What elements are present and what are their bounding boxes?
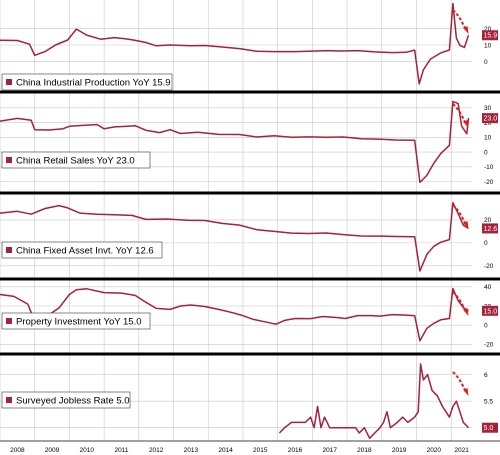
last-value-label: 15.9 [484,33,498,40]
y-tick-label: 20 [484,217,492,224]
legend-box [1,73,173,91]
x-tick-label: 2008 [10,447,25,454]
legend-swatch [6,397,12,403]
panel-separator [0,191,500,195]
legend-box [1,241,163,259]
legend-label: China Fixed Asset Invt. YoY 12.6 [16,246,154,257]
y-tick-label: 0 [484,240,488,247]
last-value-label: 23.0 [484,116,498,123]
series-line [0,2,470,85]
x-tick-label: 2010 [80,447,95,454]
y-tick-label: 10 [484,42,492,49]
last-value-tag [482,223,498,234]
series-line [0,100,470,184]
legend-label: China Industrial Production YoY 15.9 [16,78,171,89]
panel-separator [0,352,500,356]
legend-box [1,391,131,409]
y-tick-label: 20 [484,26,492,33]
trend-arrowhead [463,26,469,34]
last-value-label: 15.0 [484,308,498,315]
chart-panel: 30 20 10 0 -10 -20 23.0 China Retail Sales YoY … [0,100,498,186]
trend-arrowhead [463,308,469,316]
y-tick-label: 0 [484,59,488,66]
trend-arrowhead [463,120,469,128]
x-tick-label: 2009 [45,447,60,454]
trend-arrow [452,371,467,393]
series-line [0,287,469,342]
legend-label: Property Investment YoY 15.0 [16,317,142,328]
x-tick-label: 2012 [149,447,164,454]
x-tick-label: 2019 [392,447,407,454]
y-tick-label: 10 [484,135,492,142]
x-tick-label: 2011 [114,447,128,454]
chart-panel: 0 10 2015.9 China Industrial Production YoY… [0,2,498,91]
y-tick-label: 0 [484,149,488,156]
x-tick-label: 2014 [218,447,233,454]
legend-swatch [6,157,12,163]
legend-swatch [6,79,12,85]
x-tick-label: 2015 [253,447,268,454]
last-value-tag [482,113,498,124]
x-tick-label: 2020 [427,447,442,454]
x-tick-label: 2016 [288,447,303,454]
y-tick-label: 6 [484,372,488,379]
trend-arrowhead [463,221,469,229]
trend-arrowhead [463,388,469,396]
last-value-tag [482,305,498,316]
series-line [0,201,469,272]
last-value-tag [482,422,498,433]
legend-box [1,312,151,330]
y-tick-label: -20 [484,263,494,270]
y-tick-label: 20 [484,120,492,127]
last-value-label: 5.0 [484,425,494,432]
panel-separator [0,90,500,94]
series-line [278,363,470,440]
x-tick-label: 2018 [357,447,372,454]
legend-box [1,151,151,169]
y-tick-label: 5.5 [484,398,493,405]
x-tick-label: 2013 [184,447,199,454]
y-tick-label: -20 [484,179,494,186]
legend-swatch [6,318,12,324]
chart-panel: 20 0 -20 12.6 China Fixed Asset Invt. YoY 12… [0,201,498,272]
last-value-label: 12.6 [484,226,498,233]
y-tick-label: 30 [484,105,492,112]
y-tick-label: -20 [484,342,494,349]
legend-label: Surveyed Jobless Rate 5.0 [16,396,130,407]
last-value-tag [482,30,498,41]
panel-separator [0,277,500,281]
y-tick-label: -10 [484,164,494,171]
legend-swatch [6,247,12,253]
y-tick-label: 0 [484,322,488,329]
legend-label: China Retail Sales YoY 23.0 [16,156,135,167]
y-tick-label: 40 [484,284,492,291]
x-tick-label: 2017 [322,447,337,454]
x-tick-label: 2021 [454,447,469,454]
